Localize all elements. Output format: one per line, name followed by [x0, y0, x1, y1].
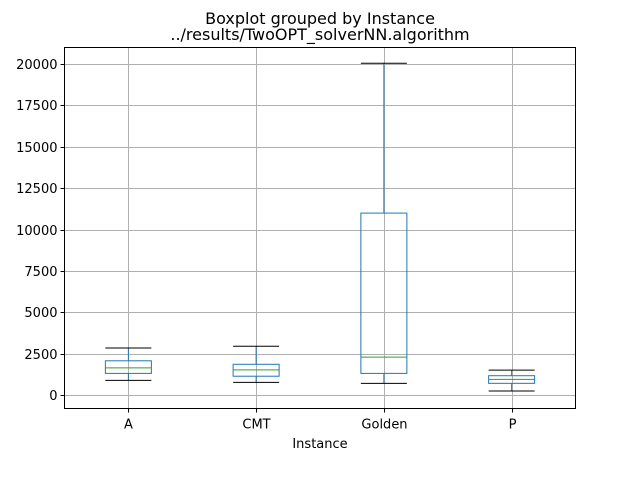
tick-layer: 0 2500 5000 7500 10000 12500 15000 17500 20000 A C… — [16, 58, 516, 433]
y-tick-label: 10000 — [16, 224, 57, 239]
y-tick-label: 7500 — [24, 265, 57, 280]
x-tick-label: P — [509, 418, 517, 433]
y-tick-label: 20000 — [16, 58, 57, 73]
y-tick-label: 17500 — [16, 99, 57, 114]
iqr-box — [360, 212, 408, 374]
grid-layer — [64, 47, 576, 409]
box-group — [488, 369, 536, 392]
x-tick-label: CMT — [242, 418, 270, 433]
plot-frame — [64, 47, 576, 409]
y-tick-label: 15000 — [16, 141, 57, 156]
iqr-box — [104, 360, 152, 374]
y-tick-label: 0 — [49, 389, 57, 404]
chart-title: Boxplot grouped by Instance — [205, 9, 435, 28]
x-tick-label: A — [124, 418, 133, 433]
box-group — [104, 347, 152, 381]
box-layer — [104, 62, 536, 392]
box-group — [360, 62, 408, 384]
y-tick-label: 5000 — [24, 306, 57, 321]
box-group — [232, 345, 280, 383]
x-axis-label: Instance — [292, 437, 347, 452]
y-tick-label: 12500 — [16, 182, 57, 197]
y-tick-label: 2500 — [24, 348, 57, 363]
chart-subtitle: ../results/TwoOPT_solverNN.algorithm — [170, 25, 469, 45]
x-tick-label: Golden — [361, 418, 407, 433]
